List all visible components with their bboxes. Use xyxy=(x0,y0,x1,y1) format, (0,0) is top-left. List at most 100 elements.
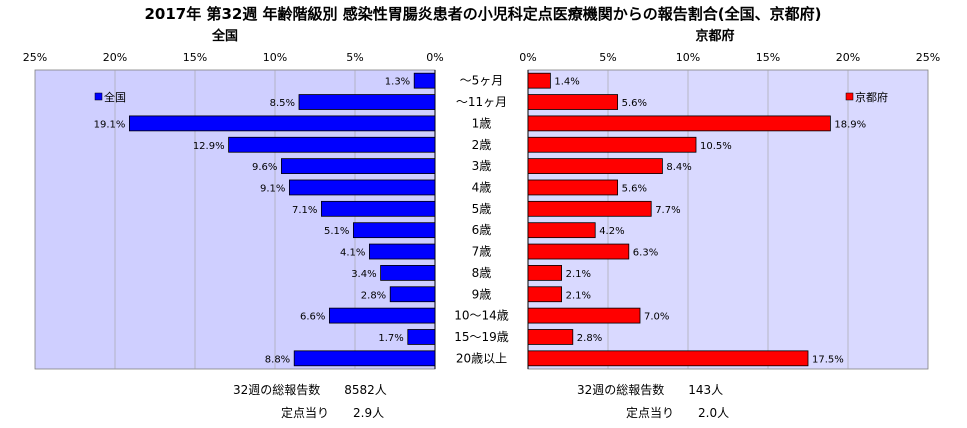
left-data-label: 3.4% xyxy=(351,269,376,280)
left-bar xyxy=(128,115,436,132)
right-legend-swatch xyxy=(845,92,854,101)
right-data-label: 2.8% xyxy=(577,333,602,344)
right-footer-per: 定点当り 2.0人 xyxy=(626,405,729,420)
right-bar xyxy=(527,286,562,303)
left-data-label: 6.6% xyxy=(300,312,325,323)
left-x-tick-label: 25% xyxy=(23,51,47,64)
left-data-label: 9.1% xyxy=(260,183,285,194)
category-label: 8歳 xyxy=(472,266,492,280)
category-label: 4歳 xyxy=(472,180,492,194)
category-label: ～11ヶ月 xyxy=(456,95,507,109)
chart-title: 2017年 第32週 年齢階級別 感染性胃腸炎患者の小児科定点医療機関からの報告… xyxy=(144,5,821,23)
right-x-tick-label: 20% xyxy=(836,51,860,64)
right-bar xyxy=(527,243,630,260)
left-x-tick-label: 15% xyxy=(183,51,207,64)
left-bar xyxy=(328,307,436,324)
left-plot-background xyxy=(34,69,436,370)
left-x-tick-label: 20% xyxy=(103,51,127,64)
category-label: 2歳 xyxy=(472,138,492,152)
right-panel-title: 京都府 xyxy=(695,28,734,44)
right-legend: 京都府 xyxy=(845,90,888,104)
left-bar xyxy=(368,243,436,260)
right-bar xyxy=(527,72,551,89)
category-label: 10～14歳 xyxy=(454,309,509,323)
left-data-label: 12.9% xyxy=(193,141,225,152)
right-data-label: 8.4% xyxy=(666,162,691,173)
left-data-label: 7.1% xyxy=(292,205,317,216)
left-data-label: 8.5% xyxy=(270,98,295,109)
right-bar xyxy=(527,329,574,345)
right-data-label: 10.5% xyxy=(700,141,732,152)
right-footer-total: 32週の総報告数 143人 xyxy=(577,382,723,397)
left-data-label: 1.7% xyxy=(378,333,403,344)
left-data-label: 1.3% xyxy=(385,77,410,88)
right-x-tick-label: 10% xyxy=(676,51,700,64)
right-x-tick-label: 0% xyxy=(519,51,536,64)
left-x-tick-label: 0% xyxy=(426,51,443,64)
left-data-label: 4.1% xyxy=(340,248,365,259)
left-data-label: 9.6% xyxy=(252,162,277,173)
right-bar xyxy=(527,350,809,367)
category-label: 5歳 xyxy=(472,202,492,216)
left-legend-swatch xyxy=(94,92,103,101)
category-label: ～5ヶ月 xyxy=(460,74,504,88)
right-data-label: 2.1% xyxy=(566,269,591,280)
category-label: 20歳以上 xyxy=(456,351,507,365)
right-bar xyxy=(527,115,831,132)
right-data-label: 5.6% xyxy=(622,183,647,194)
category-label: 15～19歳 xyxy=(454,330,509,344)
category-label: 3歳 xyxy=(472,159,492,173)
left-bar xyxy=(320,200,436,217)
right-data-label: 1.4% xyxy=(554,77,579,88)
left-legend: 全国 xyxy=(94,90,126,104)
left-data-label: 5.1% xyxy=(324,226,349,237)
category-label: 6歳 xyxy=(472,223,492,237)
right-data-label: 5.6% xyxy=(622,98,647,109)
right-data-label: 17.5% xyxy=(812,354,844,365)
right-data-label: 2.1% xyxy=(566,290,591,301)
left-x-tick-label: 10% xyxy=(263,51,287,64)
right-data-label: 7.7% xyxy=(655,205,680,216)
left-legend-label: 全国 xyxy=(104,90,126,104)
right-legend-label: 京都府 xyxy=(855,90,888,104)
right-bar xyxy=(527,222,596,239)
right-data-label: 4.2% xyxy=(599,226,624,237)
left-x-tick-label: 5% xyxy=(346,51,363,64)
right-data-label: 6.3% xyxy=(633,248,658,259)
left-bar xyxy=(380,265,436,281)
left-data-label: 19.1% xyxy=(94,119,126,130)
category-label: 1歳 xyxy=(472,116,492,130)
left-data-label: 2.8% xyxy=(361,290,386,301)
left-bar xyxy=(288,179,436,196)
left-data-label: 8.8% xyxy=(265,354,290,365)
right-x-tick-label: 5% xyxy=(599,51,616,64)
right-data-label: 18.9% xyxy=(834,119,866,130)
left-bar xyxy=(293,350,436,367)
right-bar xyxy=(527,307,641,324)
category-labels: ～5ヶ月 ～11ヶ月 1歳 2歳 3歳 4歳 5歳 6歳 7歳 8歳 9歳 10～14歳 15～19歳 2… xyxy=(454,74,509,366)
left-bar xyxy=(352,222,436,239)
right-x-tick-label: 25% xyxy=(916,51,940,64)
left-bar xyxy=(407,329,436,345)
left-bar xyxy=(413,72,436,89)
left-panel-title: 全国 xyxy=(211,28,238,44)
left-bar xyxy=(228,136,436,153)
right-bar xyxy=(527,158,663,174)
right-plot-area: 0% 5% 10% 15% 20% 25% 1.4% 5.6% 18.9% 10.5% 8.4% 5.… xyxy=(519,51,940,370)
left-bar xyxy=(298,94,436,110)
right-bar xyxy=(527,179,618,196)
left-bar xyxy=(280,158,436,174)
right-x-tick-label: 15% xyxy=(756,51,780,64)
right-bar xyxy=(527,265,562,281)
left-plot-area: 25% 20% 15% 10% 5% 0% 1.3% 8.5% 19.1% 12.9% 9.6% 9.… xyxy=(23,51,444,370)
right-bar xyxy=(527,136,697,153)
left-footer-total: 32週の総報告数 8582人 xyxy=(233,382,387,397)
right-data-label: 7.0% xyxy=(644,312,669,323)
category-label: 9歳 xyxy=(472,287,492,301)
category-label: 7歳 xyxy=(472,245,492,259)
left-footer-per: 定点当り 2.9人 xyxy=(281,405,384,420)
right-plot-background xyxy=(527,69,929,370)
right-bar xyxy=(527,200,652,217)
right-bar xyxy=(527,94,618,110)
